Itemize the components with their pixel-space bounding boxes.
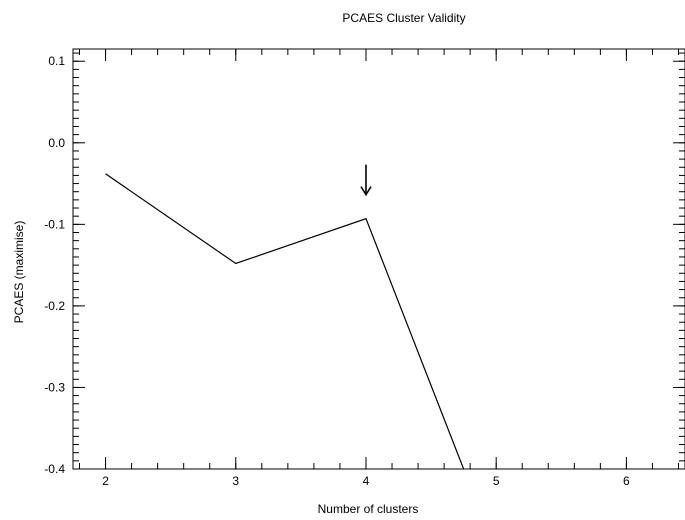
annotation-layer	[360, 164, 372, 197]
y-tick-label: -0.1	[44, 217, 65, 231]
x-tick-label: 3	[232, 474, 239, 488]
x-tick-label: 5	[493, 474, 500, 488]
series-layer	[105, 173, 465, 470]
plot-frame	[72, 48, 685, 470]
y-tick-label: -0.2	[44, 299, 65, 313]
x-tick-label: 2	[102, 474, 109, 488]
x-tick-label: 4	[363, 474, 370, 488]
y-axis-label: PCAES (maximise)	[12, 221, 26, 324]
y-tick-label: 0.0	[48, 136, 65, 150]
axis-ticks	[73, 49, 685, 470]
x-axis-label: Number of clusters	[318, 502, 419, 516]
y-tick-label: -0.3	[44, 380, 65, 394]
arrow-annotation	[360, 164, 372, 197]
arrow-head	[360, 186, 372, 197]
series-line	[105, 173, 465, 470]
y-tick-label: 0.1	[48, 54, 65, 68]
axis-tick-labels: 2 3 4 5 6 0.1 0.0 -0.1 -0.2 -0.3 -0.4	[44, 54, 630, 488]
y-tick-label: -0.4	[44, 462, 65, 476]
x-tick-label: 6	[623, 474, 630, 488]
chart-title: PCAES Cluster Validity	[342, 11, 465, 25]
